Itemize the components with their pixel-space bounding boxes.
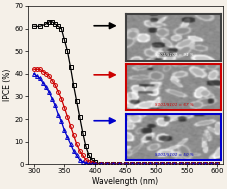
- X-axis label: Wavelength (nm): Wavelength (nm): [92, 177, 158, 186]
- Y-axis label: IPCE (%): IPCE (%): [3, 69, 12, 101]
